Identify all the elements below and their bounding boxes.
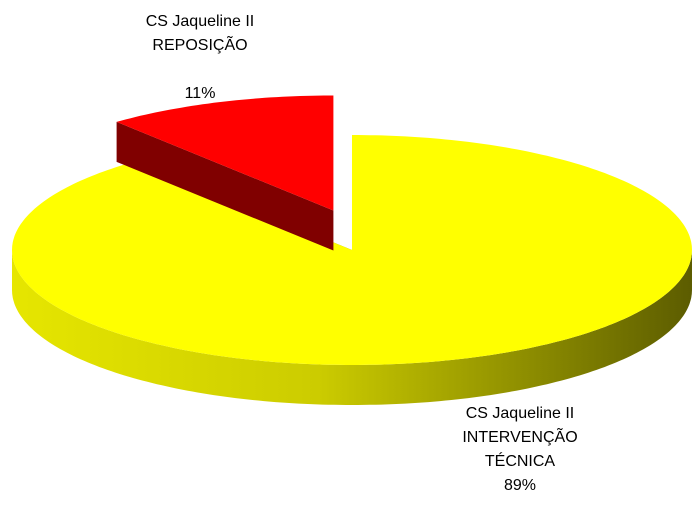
slice [116, 95, 334, 211]
slice [12, 135, 692, 365]
slice-value-label: 11% [184, 85, 216, 102]
slice-value-label: 89% [503, 477, 537, 494]
slice-side [12, 250, 692, 405]
slice-label: CS Jaqueline II REPOSIÇÃO [145, 13, 255, 54]
slice-label: CS Jaqueline II INTERVENÇÃO TÉCNICA [462, 405, 578, 470]
slice-cut-face [116, 121, 334, 251]
